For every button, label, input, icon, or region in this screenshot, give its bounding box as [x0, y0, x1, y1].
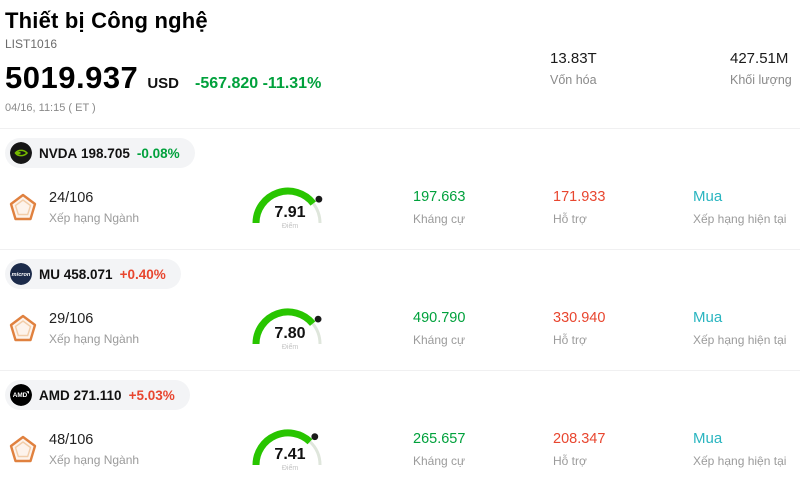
stock-badge-nvda[interactable]: NVDA 198.705 -0.08%: [5, 138, 195, 168]
stock-body: 48/106 Xếp hạng Ngành 7.41 Điểm 265.657 …: [5, 420, 795, 478]
rank-label: Xếp hạng Ngành: [49, 452, 140, 467]
resistance-label: Kháng cự: [413, 332, 466, 347]
stock-row-amd[interactable]: AMD AMD 271.110 +5.03% 48/106 Xếp hạng N…: [0, 370, 800, 488]
resistance-label: Kháng cự: [413, 211, 466, 226]
stock-body: 29/106 Xếp hạng Ngành 7.80 Điểm 490.790 …: [5, 299, 795, 357]
gauge-arc: [252, 429, 322, 466]
score-caption: Điểm: [281, 465, 299, 472]
svg-text:AMD: AMD: [13, 392, 28, 399]
volume-label: Khối lượng: [730, 73, 792, 87]
support-block: 208.347 Hỗ trợ: [553, 431, 693, 468]
industry-rank-block: 29/106 Xếp hạng Ngành: [5, 311, 240, 346]
rank-value: 48/106: [49, 431, 94, 448]
market-cap-label: Vốn hóa: [550, 73, 597, 87]
resistance-block: 490.790 Kháng cự: [413, 310, 553, 347]
stock-badge-amd[interactable]: AMD AMD 271.110 +5.03%: [5, 380, 190, 410]
rating-block: Mua Xếp hạng hiện tại: [693, 188, 795, 226]
rating-label: Xếp hạng hiện tại: [693, 454, 787, 468]
stock-badge-mu[interactable]: micron MU 458.071 +0.40%: [5, 259, 181, 289]
rank-text: 48/106 Xếp hạng Ngành: [49, 432, 139, 467]
rank-value: 29/106: [49, 310, 94, 327]
resistance-label: Kháng cự: [413, 453, 466, 468]
stock-change: +5.03%: [128, 387, 175, 403]
sector-change: -567.820 -11.31%: [194, 75, 322, 92]
nvidia-logo: [10, 142, 32, 164]
quote-timestamp: 04/16, 11:15 ( ET ): [5, 102, 96, 114]
score-caption: Điểm: [281, 223, 299, 230]
score-value: 7.91: [274, 204, 306, 221]
rating-value: Mua: [693, 430, 723, 447]
score-gauge: 7.91 Điểm: [240, 178, 340, 236]
pentagon-rank-icon: [9, 314, 37, 342]
resistance-block: 197.663 Kháng cự: [413, 189, 553, 226]
pentagon-rank-icon: [9, 435, 37, 463]
list-id: LIST1016: [5, 37, 58, 51]
support-value: 171.933: [553, 188, 606, 205]
score-gauge: 7.80 Điểm: [240, 299, 340, 357]
price-row: 5019.937 USD -567.820 -11.31%: [5, 60, 794, 96]
rank-value: 24/106: [49, 189, 94, 206]
resistance-value: 490.790: [413, 309, 466, 326]
support-value: 330.940: [553, 309, 606, 326]
score-value: 7.41: [274, 446, 306, 463]
page-title: Thiết bị Công nghệ: [5, 8, 208, 33]
industry-rank-block: 24/106 Xếp hạng Ngành: [5, 190, 240, 225]
score-value: 7.80: [274, 325, 306, 342]
header-stats: 13.83T Vốn hóa 427.51M Khối lượng: [550, 50, 800, 87]
market-cap-stat: 13.83T Vốn hóa: [550, 50, 730, 87]
resistance-value: 265.657: [413, 430, 466, 447]
sector-price: 5019.937: [5, 60, 139, 95]
stock-body: 24/106 Xếp hạng Ngành 7.91 Điểm 197.663 …: [5, 178, 795, 236]
rating-label: Xếp hạng hiện tại: [693, 212, 787, 226]
industry-rank-block: 48/106 Xếp hạng Ngành: [5, 432, 240, 467]
rank-label: Xếp hạng Ngành: [49, 210, 140, 225]
support-label: Hỗ trợ: [553, 332, 587, 347]
stock-row-mu[interactable]: micron MU 458.071 +0.40% 29/106 Xếp hạng…: [0, 249, 800, 370]
support-label: Hỗ trợ: [553, 211, 587, 226]
support-block: 330.940 Hỗ trợ: [553, 310, 693, 347]
rating-block: Mua Xếp hạng hiện tại: [693, 430, 795, 468]
gauge-arc: [252, 308, 322, 345]
stock-change: +0.40%: [119, 266, 166, 282]
stock-change: -0.08%: [136, 145, 180, 161]
support-block: 171.933 Hỗ trợ: [553, 189, 693, 226]
volume-value: 427.51M: [730, 50, 789, 67]
svg-text:micron: micron: [12, 272, 31, 278]
volume-stat: 427.51M Khối lượng: [730, 50, 800, 87]
resistance-block: 265.657 Kháng cự: [413, 431, 553, 468]
stock-row-nvda[interactable]: NVDA 198.705 -0.08% 24/106 Xếp hạng Ngàn…: [0, 128, 800, 249]
rank-text: 29/106 Xếp hạng Ngành: [49, 311, 139, 346]
pentagon-rank-icon: [9, 193, 37, 221]
rating-value: Mua: [693, 309, 723, 326]
ticker-and-price: NVDA 198.705: [39, 145, 130, 161]
rating-block: Mua Xếp hạng hiện tại: [693, 309, 795, 347]
rating-value: Mua: [693, 188, 723, 205]
micron-logo: micron: [10, 263, 32, 285]
resistance-value: 197.663: [413, 188, 466, 205]
score-gauge: 7.41 Điểm: [240, 420, 340, 478]
support-label: Hỗ trợ: [553, 453, 587, 468]
sector-header: Thiết bị Công nghệ LIST1016 5019.937 USD…: [0, 0, 800, 128]
gauge-arc: [252, 187, 323, 224]
currency-label: USD: [147, 75, 179, 92]
market-cap-value: 13.83T: [550, 50, 597, 67]
ticker-and-price: AMD 271.110: [39, 387, 122, 403]
ticker-and-price: MU 458.071: [39, 266, 113, 282]
rating-label: Xếp hạng hiện tại: [693, 333, 787, 347]
score-caption: Điểm: [281, 344, 299, 351]
rank-label: Xếp hạng Ngành: [49, 331, 140, 346]
amd-logo: AMD: [10, 384, 32, 406]
rank-text: 24/106 Xếp hạng Ngành: [49, 190, 139, 225]
support-value: 208.347: [553, 430, 606, 447]
